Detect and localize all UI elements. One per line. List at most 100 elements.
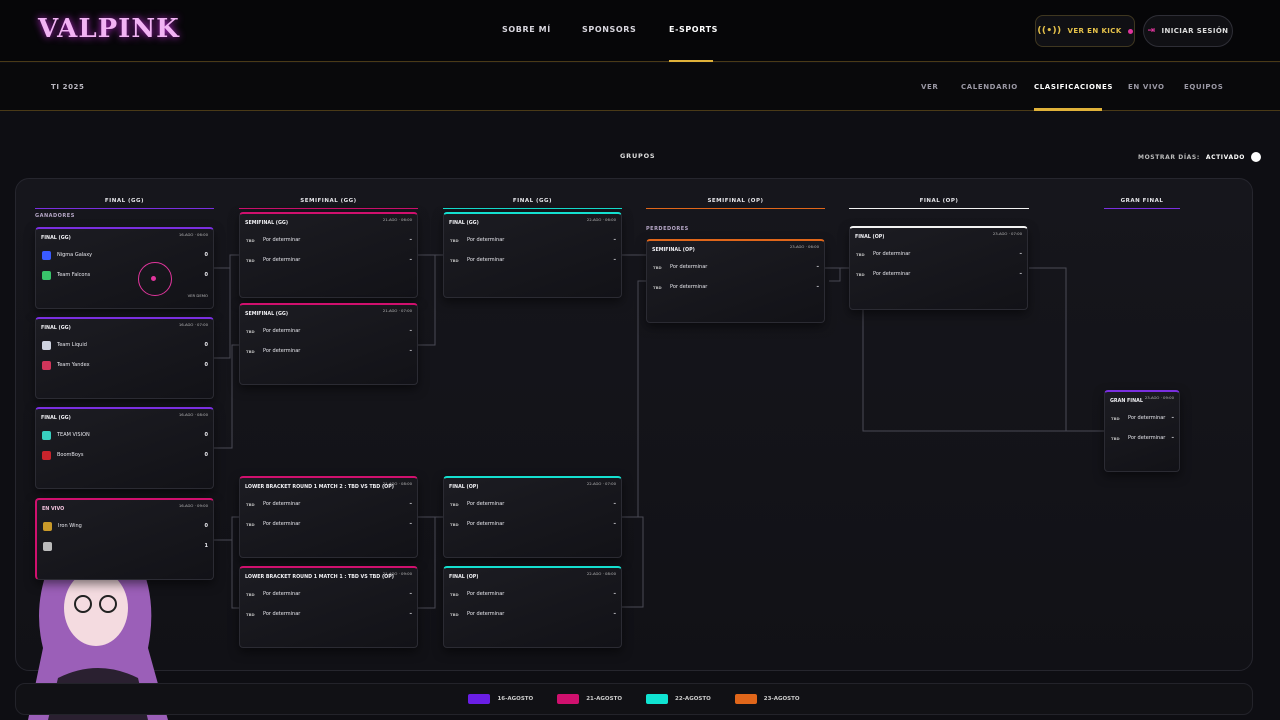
legend-swatch	[646, 694, 668, 704]
tab[interactable]: CALENDARIO	[961, 83, 1018, 91]
team-name: Nigma Galaxy	[57, 252, 93, 258]
team-tag: TBD	[1111, 415, 1120, 421]
match-card[interactable]: 16-AGO · 09:00 EN VIVO Iron Wing 0 1	[35, 498, 214, 580]
column-header: SEMIFINAL (OP)	[646, 198, 825, 209]
team-name: Por determinar	[873, 271, 911, 277]
match-card[interactable]: 21-AGO · 07:00 SEMIFINAL (GG) TBD Por deter…	[239, 303, 418, 385]
logo[interactable]: VALPINK	[38, 14, 180, 44]
team-name: Por determinar	[263, 237, 301, 243]
match-time: 21-AGO · 06:00	[382, 217, 412, 222]
team-score: –	[816, 284, 820, 290]
match-title: FINAL (OP)	[855, 235, 885, 240]
live-ring	[138, 262, 172, 296]
team-tag: TBD	[246, 591, 255, 597]
match-card[interactable]: 16-AGO · 07:00 FINAL (GG) Team Liquid 0 Team…	[35, 317, 214, 399]
nav-link[interactable]: SPONSORS	[582, 25, 637, 34]
match-title: LOWER BRACKET ROUND 1 MATCH 2 : TBD VS T…	[245, 485, 394, 490]
toggle-dot	[1250, 152, 1261, 162]
team-name: Por determinar	[873, 251, 911, 257]
team-name: Por determinar	[670, 264, 708, 270]
team-score: –	[409, 501, 413, 507]
event-name: TI 2025	[51, 83, 85, 91]
match-card[interactable]: 21-AGO · 06:00 SEMIFINAL (GG) TBD Por deter…	[239, 212, 418, 298]
team-score: 0	[204, 452, 208, 458]
match-time: 22-AGO · 07:00	[586, 481, 616, 486]
match-title: LOWER BRACKET ROUND 1 MATCH 1 : TBD VS T…	[245, 575, 394, 580]
toggle-state: ACTIVADO	[1205, 153, 1245, 161]
legend-item: 21-AGOSTO	[557, 694, 622, 704]
match-card[interactable]: 22-AGO · 08:00 FINAL (OP) TBD Por determina…	[443, 566, 622, 648]
group-label: GANADORES	[35, 213, 75, 219]
match-title: SEMIFINAL (GG)	[245, 312, 289, 317]
match-card[interactable]: 23-AGO · 07:00 FINAL (OP) TBD Por determina…	[849, 226, 1028, 310]
match-title: FINAL (OP)	[449, 485, 479, 490]
team-row: TBD Por determinar –	[246, 608, 412, 620]
label: INICIAR SESIÓN	[1161, 27, 1229, 35]
team-logo	[43, 521, 52, 531]
match-time: 23-AGO · 09:00	[1144, 395, 1174, 400]
team-row: TBD Por determinar –	[246, 588, 412, 600]
team-score: –	[816, 264, 820, 270]
team-score: 0	[204, 432, 208, 438]
match-time: 21-AGO · 09:00	[382, 571, 412, 576]
team-row: TBD Por determinar –	[450, 254, 616, 266]
match-card[interactable]: 23-AGO · 09:00 GRAN FINAL TBD Por determina…	[1104, 390, 1180, 472]
match-card[interactable]: 21-AGO · 09:00 LOWER BRACKET ROUND 1 MATC…	[239, 566, 418, 648]
demo-link[interactable]: VER DEMO	[187, 293, 208, 298]
column-header: FINAL (GG)	[35, 198, 214, 209]
tab[interactable]: VER	[921, 83, 939, 91]
match-card[interactable]: 22-AGO · 06:00 FINAL (GG) TBD Por determina…	[443, 212, 622, 298]
team-tag: TBD	[450, 521, 459, 527]
team-row: 1	[43, 540, 208, 552]
match-card[interactable]: 16-AGO · 08:00 FINAL (GG) TEAM VISION 0 Boom…	[35, 407, 214, 489]
match-card[interactable]: 22-AGO · 07:00 FINAL (OP) TBD Por determina…	[443, 476, 622, 558]
team-score: –	[613, 237, 617, 243]
team-score: –	[1171, 415, 1175, 421]
team-tag: TBD	[246, 348, 255, 354]
tab[interactable]: EQUIPOS	[1184, 83, 1224, 91]
toggle[interactable]: MOSTRAR DÍAS: ACTIVADO	[1138, 152, 1261, 162]
team-row: TBD Por determinar –	[246, 345, 412, 357]
match-time: 16-AGO · 08:00	[178, 412, 208, 417]
match-card[interactable]: 23-AGO · 06:00 SEMIFINAL (OP) TBD Por deter…	[646, 239, 825, 323]
match-time: 23-AGO · 07:00	[992, 231, 1022, 236]
team-row: Team Yandex 0	[42, 359, 208, 371]
team-score: –	[613, 257, 617, 263]
team-row: Iron Wing 0	[43, 520, 208, 532]
label: VER EN KICK	[1067, 27, 1122, 35]
match-card[interactable]: 21-AGO · 08:00 LOWER BRACKET ROUND 1 MATC…	[239, 476, 418, 558]
team-name: Por determinar	[467, 257, 505, 263]
team-row: TBD Por determinar –	[246, 325, 412, 337]
legend-label: 22-AGOSTO	[675, 696, 711, 702]
team-score: –	[613, 591, 617, 597]
team-row: TEAM VISION 0	[42, 429, 208, 441]
team-logo	[42, 430, 51, 440]
team-tag: TBD	[450, 237, 459, 243]
legend-label: 21-AGOSTO	[586, 696, 622, 702]
nav-link[interactable]: SOBRE MÍ	[502, 25, 551, 34]
team-score: 0	[204, 272, 208, 278]
nav-link[interactable]: E-SPORTS	[669, 25, 719, 34]
legend-swatch	[734, 694, 757, 704]
kick-button[interactable]: ((•)) VER EN KICK	[1035, 15, 1135, 47]
tab[interactable]: CLASIFICACIONES	[1034, 83, 1113, 91]
team-score: 0	[204, 523, 208, 529]
tab[interactable]: EN VIVO	[1128, 83, 1165, 91]
team-score: –	[1171, 435, 1175, 441]
team-row: TBD Por determinar –	[450, 234, 616, 246]
team-tag: TBD	[246, 328, 255, 334]
login-button[interactable]: ⇥ INICIAR SESIÓN	[1143, 15, 1233, 47]
legend-swatch	[557, 694, 580, 704]
team-row: TBD Por determinar –	[246, 234, 412, 246]
connector	[825, 267, 1104, 432]
team-row: TBD Por determinar –	[1111, 412, 1174, 424]
match-card[interactable]: 16-AGO · 06:00 FINAL (GG) Nigma Galaxy 0 Tea…	[35, 227, 214, 309]
team-tag: TBD	[246, 257, 255, 263]
team-tag: TBD	[450, 501, 459, 507]
team-logo	[43, 541, 52, 551]
team-name: Por determinar	[467, 521, 505, 527]
team-name: Por determinar	[1128, 415, 1166, 421]
team-logo	[42, 270, 51, 280]
match-title: SEMIFINAL (GG)	[245, 221, 289, 226]
